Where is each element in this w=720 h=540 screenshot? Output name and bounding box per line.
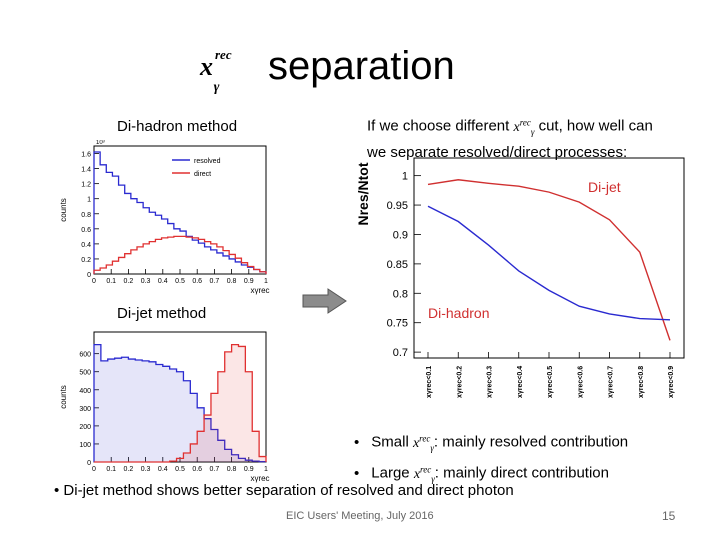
series-line-di-jet — [427, 179, 671, 341]
x-tick-label: 0.5 — [175, 466, 185, 473]
x-tick-label: 0 — [92, 278, 96, 285]
x-tick-label: xγrec<0.2 — [456, 366, 463, 398]
bullet-list: Small xrecγ: mainly resolved contributio… — [354, 427, 628, 490]
x-tick-label: 0.5 — [175, 278, 185, 285]
x-tick-label: 0.4 — [158, 278, 168, 285]
x-axis-label: xγrec — [250, 474, 269, 483]
y-tick-label: 1.6 — [81, 152, 91, 159]
x-tick-label: xγrec<0.4 — [517, 366, 524, 398]
series-label-dijet: Di-jet — [588, 179, 621, 195]
hist-fill-resolved — [94, 344, 266, 462]
y-tick-label: 0 — [87, 460, 91, 467]
y-tick-label: 0.9 — [393, 229, 408, 241]
bullet-small: Small xrecγ: mainly resolved contributio… — [354, 427, 628, 458]
y-axis-label: counts — [59, 385, 68, 409]
x-tick-label: 0.7 — [210, 278, 220, 285]
x-tick-label: 0.7 — [210, 466, 220, 473]
dijet-histogram: 0 100 200 300 400 500 600 0 0.1 0.2 0.3 0.4 0.5 0.6 0.… — [59, 331, 270, 483]
x-tick-label: 1 — [264, 466, 268, 473]
x-tick-label: 1 — [264, 278, 268, 285]
y-tick-label: 1 — [87, 197, 91, 204]
x-rec-gamma-symbol: xrecγ — [513, 117, 535, 137]
y-tick-label: 1.4 — [81, 167, 91, 174]
x-tick-label: 0.2 — [124, 278, 134, 285]
y-tick-label: 0 — [87, 272, 91, 279]
bullet-large: Large xrecγ: mainly direct contribution — [354, 458, 628, 489]
y-tick-label: 600 — [79, 352, 91, 359]
series-line-di-hadron — [427, 205, 671, 321]
hist-resolved — [93, 343, 267, 463]
dihadron-histogram: 0 0.2 0.4 0.6 0.8 1 1.2 1.4 1.6 0 0.1 0.2 0.3 0.4 0.5 0… — [59, 140, 270, 295]
x-tick-label: 0.2 — [124, 466, 134, 473]
hist-direct — [93, 235, 267, 274]
y-tick-label: 0.85 — [387, 259, 408, 271]
y-multiplier: 10³ — [96, 140, 105, 146]
y-tick-label: 0.2 — [81, 257, 91, 264]
y-tick-label: 0.95 — [387, 200, 408, 212]
y-tick-label: 400 — [79, 388, 91, 395]
hist-direct — [94, 343, 267, 463]
purity-line-chart: 0.7 0.75 0.8 0.85 0.9 0.95 1 xγrec<0.1 xγrec<0.2… — [355, 157, 685, 398]
y-tick-label: 0.6 — [81, 227, 91, 234]
x-tick-label: 0.8 — [227, 278, 237, 285]
x-tick-label: 0.9 — [244, 466, 254, 473]
y-axis-label: Nres/Ntot — [355, 162, 371, 225]
dijet-method-label: Di-jet method — [117, 305, 207, 322]
x-tick-label: 0.8 — [227, 466, 237, 473]
x-tick-label: xγrec<0.8 — [638, 366, 645, 398]
conclusion-bullet: • Di-jet method shows better separation … — [54, 482, 514, 499]
y-tick-label: 1.2 — [81, 182, 91, 189]
x-tick-label: 0.6 — [192, 278, 202, 285]
right-arrow-icon — [302, 288, 347, 314]
x-tick-label: 0.4 — [158, 466, 168, 473]
x-tick-label: 0.3 — [141, 278, 151, 285]
plot-frame — [413, 157, 685, 359]
y-tick-label: 300 — [79, 406, 91, 413]
x-tick-label: xγrec<0.9 — [668, 366, 675, 398]
x-tick-label: xγrec<0.7 — [608, 366, 615, 398]
x-tick-label: xγrec<0.3 — [487, 366, 494, 398]
x-tick-label: 0.1 — [106, 278, 116, 285]
legend-label-resolved: resolved — [194, 158, 221, 165]
y-tick-label: 0.8 — [393, 288, 408, 300]
footer-text: EIC Users' Meeting, July 2016 — [286, 510, 434, 522]
legend-label-direct: direct — [194, 171, 211, 178]
x-tick-label: xγrec<0.6 — [577, 366, 584, 398]
x-tick-label: xγrec<0.5 — [547, 366, 554, 398]
page-number: 15 — [662, 509, 676, 523]
x-axis-label: xγrec — [250, 286, 269, 295]
hist-fill-direct — [94, 344, 266, 462]
plot-frame — [93, 145, 267, 275]
dihadron-method-label: Di-hadron method — [117, 118, 238, 135]
x-tick-label: 0 — [92, 466, 96, 473]
hist-resolved — [93, 151, 267, 274]
y-tick-label: 500 — [79, 370, 91, 377]
x-tick-label: 0.6 — [192, 466, 202, 473]
x-tick-label: 0.1 — [106, 466, 116, 473]
question-text: If we choose different xrecγ cut, how we… — [367, 117, 653, 162]
x-tick-label: xγrec<0.1 — [426, 366, 433, 398]
y-tick-label: 0.4 — [81, 242, 91, 249]
slide-title: separation — [268, 44, 455, 88]
title-symbol: x recγ — [200, 47, 232, 96]
y-axis-label: counts — [59, 198, 68, 222]
y-tick-label: 0.7 — [393, 347, 408, 359]
x-tick-label: 0.9 — [244, 278, 254, 285]
y-tick-label: 1 — [402, 171, 408, 183]
y-tick-label: 0.8 — [81, 212, 91, 219]
series-label-dihadron: Di-hadron — [428, 305, 489, 321]
x-tick-label: 0.3 — [141, 466, 151, 473]
y-tick-label: 100 — [79, 442, 91, 449]
y-tick-label: 200 — [79, 424, 91, 431]
y-tick-label: 0.75 — [387, 318, 408, 330]
